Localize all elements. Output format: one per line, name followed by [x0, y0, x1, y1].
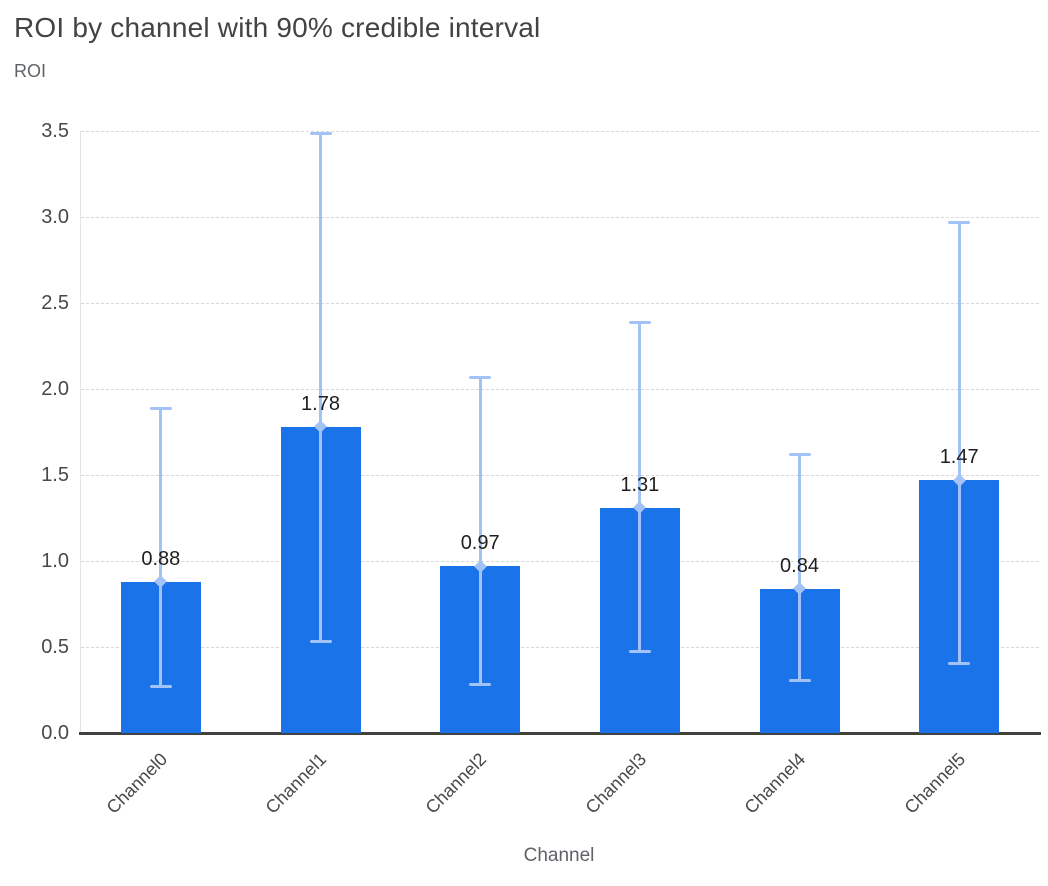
x-tick-label: Channel3 — [581, 749, 650, 818]
bar-value-label: 0.97 — [460, 532, 500, 555]
error-bar-cap-top — [469, 375, 492, 379]
y-tick-label: 3.5 — [41, 120, 69, 142]
error-bar-line — [638, 321, 642, 653]
error-bar-line — [319, 132, 322, 642]
bar-value-label: 0.88 — [141, 547, 181, 570]
bar-value-label: 1.78 — [301, 392, 340, 415]
error-bar-line — [957, 222, 961, 665]
y-tick-label: 2.0 — [41, 378, 69, 400]
x-axis-title: Channel — [523, 845, 595, 866]
x-tick-label: Channel0 — [102, 749, 171, 818]
error-bar-cap-bottom — [628, 650, 651, 654]
error-bar-cap-bottom — [948, 662, 971, 666]
gridline — [81, 303, 1039, 304]
gridline — [81, 561, 1039, 562]
y-axis-title: ROI — [14, 61, 47, 81]
y-tick-label: 0.5 — [41, 636, 69, 658]
gridline — [81, 131, 1039, 132]
bar-value-label: 1.47 — [939, 446, 979, 469]
chart-title: ROI by channel with 90% credible interva… — [14, 12, 541, 43]
error-bar-cap-bottom — [469, 682, 492, 686]
y-tick-label: 1.5 — [41, 464, 69, 486]
x-tick-label: Channel5 — [900, 749, 970, 818]
error-bar-line — [798, 454, 801, 682]
y-tick-label: 0.0 — [41, 722, 69, 744]
plot-area: 0.0 0.5 1.0 1.5 2.0 2.5 3.0 3.5 0.88 Channel0 1.78… — [41, 121, 1041, 818]
error-bar-line — [159, 407, 163, 687]
x-tick-label: Channel1 — [262, 749, 331, 818]
error-bar-cap-top — [309, 131, 332, 135]
gridline — [81, 217, 1039, 218]
error-bar-cap-bottom — [309, 639, 332, 643]
error-bar-cap-top — [948, 221, 971, 225]
error-bar-cap-top — [628, 320, 651, 324]
y-tick-label: 2.5 — [41, 292, 69, 314]
error-bar-cap-bottom — [149, 684, 172, 688]
x-tick-label: Channel4 — [741, 749, 810, 818]
error-bar-cap-top — [149, 406, 172, 410]
error-bar-line — [478, 376, 482, 685]
y-tick-label: 3.0 — [41, 206, 69, 228]
y-tick-label: 1.0 — [41, 550, 69, 572]
gridline — [81, 475, 1039, 476]
error-bar-cap-bottom — [788, 679, 811, 683]
gridline — [81, 389, 1039, 390]
x-tick-label: Channel2 — [421, 749, 491, 818]
x-axis-line — [79, 732, 1041, 735]
error-bar-cap-top — [788, 453, 811, 457]
bar-value-label: 0.84 — [780, 554, 819, 577]
gridline — [81, 647, 1039, 648]
bar-value-label: 1.31 — [620, 473, 660, 496]
